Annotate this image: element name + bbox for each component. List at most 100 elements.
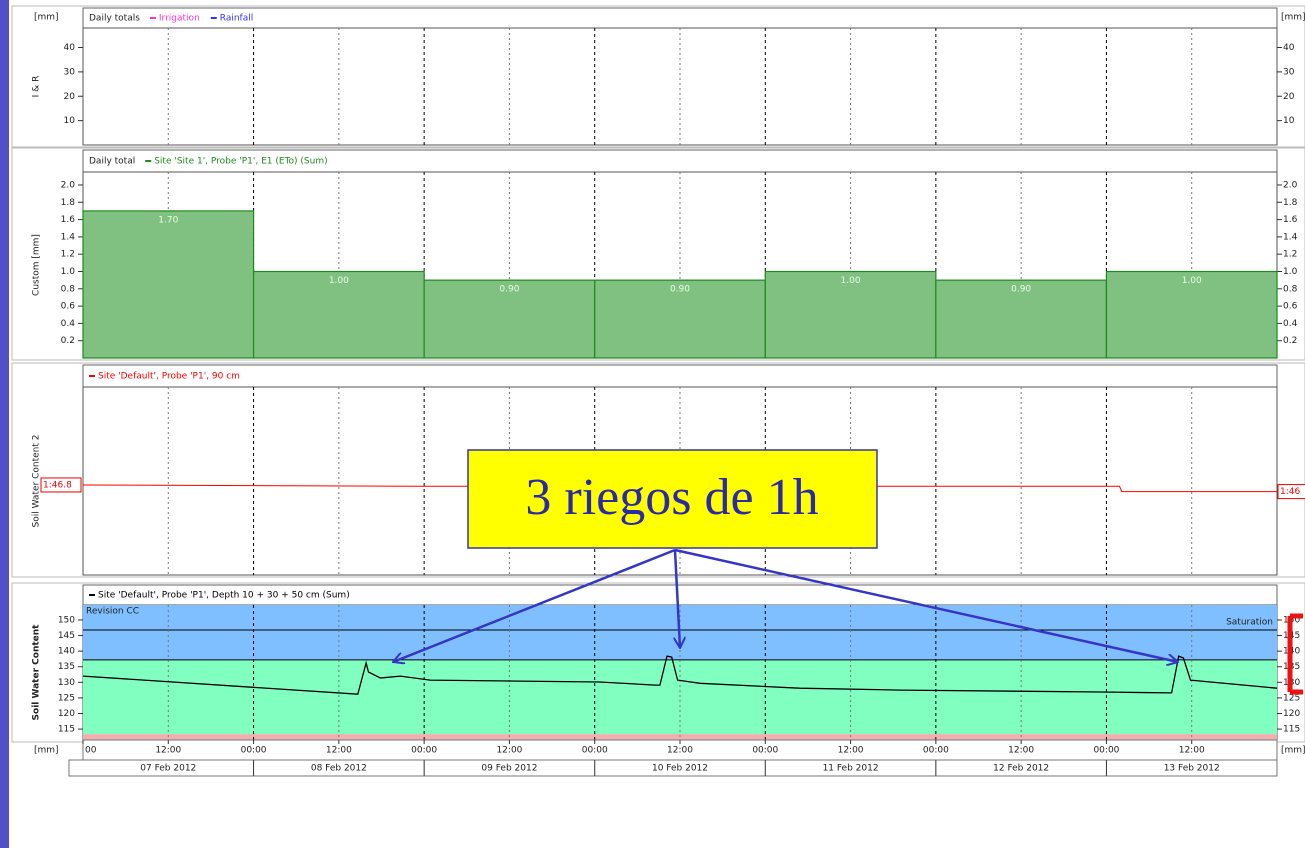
line xyxy=(82,655,1278,695)
unit-label: [mm] xyxy=(34,13,59,23)
y-tick-label: 120 xyxy=(58,709,75,719)
y-tick-label: 0.4 xyxy=(1283,319,1298,329)
y-tick-label: 0.8 xyxy=(61,284,76,294)
y-tick-label: 1.4 xyxy=(1283,232,1298,242)
legend-label: Irrigation xyxy=(159,14,200,24)
date-label: 13 Feb 2012 xyxy=(1164,764,1220,774)
arrow xyxy=(393,548,676,662)
panel-frame-outer xyxy=(11,147,1305,361)
y-tick-label: 115 xyxy=(1283,725,1300,735)
date-row xyxy=(68,759,1278,777)
end-label: 1:46.8 xyxy=(43,480,72,490)
panel-frame-outer xyxy=(11,362,1305,578)
y-axis-label: Custom [mm] xyxy=(32,234,42,296)
y-tick-label: 1.8 xyxy=(61,198,76,208)
x-tick-label: 12:00 xyxy=(1008,746,1034,756)
x-tick-label: 12:00 xyxy=(838,746,864,756)
y-tick-label: 1.0 xyxy=(61,267,76,277)
unit-label: [mm] xyxy=(1281,746,1305,756)
y-tick-label: 40 xyxy=(1283,43,1295,53)
date-label: 10 Feb 2012 xyxy=(652,764,708,774)
date-label: 12 Feb 2012 xyxy=(993,764,1049,774)
y-tick-label: 1.6 xyxy=(61,215,76,225)
y-tick-label: 40 xyxy=(64,43,76,53)
y-tick-label: 0.6 xyxy=(1283,302,1298,312)
x-tick-label: 00:00 xyxy=(923,746,949,756)
plot-area xyxy=(82,27,1278,146)
x-tick-label: 12:00 xyxy=(1179,746,1205,756)
y-tick-label: 0.8 xyxy=(1283,284,1298,294)
y-tick-label: 125 xyxy=(1283,693,1300,703)
value-label: 0.90 xyxy=(1011,285,1031,295)
panel-header xyxy=(82,364,1278,388)
y-tick-label: 150 xyxy=(58,615,75,625)
bar xyxy=(764,270,937,359)
end-label-box xyxy=(1277,484,1305,500)
y-tick-label: 130 xyxy=(58,678,75,688)
x-tick-label: 00:00 xyxy=(582,746,608,756)
date-label: 07 Feb 2012 xyxy=(140,764,196,774)
highlight-bracket xyxy=(1287,613,1303,695)
band xyxy=(83,734,1277,740)
x-tick-label: 00:00 xyxy=(752,746,778,756)
legend-label: Site 'Default', Probe 'P1', 90 cm xyxy=(98,372,240,382)
y-tick-label: 10 xyxy=(64,116,76,126)
y-tick-label: 10 xyxy=(1283,116,1295,126)
value-label: 1.00 xyxy=(1182,276,1202,286)
y-tick-label: 1.6 xyxy=(1283,215,1298,225)
y-tick-label: 1.4 xyxy=(61,232,76,242)
y-axis-label: I & R xyxy=(32,76,42,98)
legend-label: Site 'Site 1', Probe 'P1', E1 (ETo) (Sum… xyxy=(154,157,327,167)
band-label: Saturation xyxy=(1226,617,1273,627)
y-tick-label: 135 xyxy=(58,662,75,672)
header-title: Daily totals xyxy=(89,14,140,24)
legend-label: Site 'Default', Probe 'P1', Depth 10 + 3… xyxy=(98,591,350,601)
unit-label: [mm] xyxy=(34,746,59,756)
arrow xyxy=(674,548,1178,662)
date-label: 09 Feb 2012 xyxy=(481,764,537,774)
y-tick-label: 2.0 xyxy=(1283,180,1298,190)
y-tick-label: 20 xyxy=(1283,92,1295,102)
arrow xyxy=(675,549,680,648)
value-label: 0.90 xyxy=(499,285,519,295)
bar xyxy=(252,270,425,359)
y-tick-label: 0.6 xyxy=(61,302,76,312)
value-label: 1.00 xyxy=(841,276,861,286)
value-label: 1.00 xyxy=(329,276,349,286)
annotation-text: 3 riegos de 1h xyxy=(525,469,818,526)
panel-header xyxy=(82,7,1278,29)
y-tick-label: 1.0 xyxy=(1283,267,1298,277)
left-edge xyxy=(0,0,9,848)
x-tick-label: 12:00 xyxy=(155,746,181,756)
y-tick-label: 115 xyxy=(58,725,75,735)
annotation-box xyxy=(467,449,878,549)
y-tick-label: 20 xyxy=(64,92,76,102)
y-axis-label: Soil Water Content 2 xyxy=(32,435,42,528)
x-tick-label: 00 xyxy=(85,746,97,756)
bar xyxy=(1105,270,1278,359)
bar xyxy=(423,279,596,359)
line xyxy=(82,484,1277,493)
unit-label: [mm] xyxy=(1281,13,1305,23)
x-tick-label: 00:00 xyxy=(241,746,267,756)
x-tick-label: 12:00 xyxy=(496,746,522,756)
y-tick-label: 30 xyxy=(1283,67,1295,77)
y-tick-label: 1.2 xyxy=(61,250,75,260)
x-tick-label: 00:00 xyxy=(411,746,437,756)
date-label: 11 Feb 2012 xyxy=(823,764,879,774)
y-tick-label: 125 xyxy=(58,693,75,703)
value-label: 1.70 xyxy=(158,215,178,225)
x-tick-label: 12:00 xyxy=(667,746,693,756)
y-tick-label: 0.2 xyxy=(1283,336,1297,346)
y-tick-label: 140 xyxy=(58,647,75,657)
x-tick-label: 12:00 xyxy=(326,746,352,756)
y-tick-label: 0.2 xyxy=(61,336,75,346)
y-tick-label: 1.8 xyxy=(1283,198,1298,208)
annotation-arrows xyxy=(393,548,1178,662)
y-tick-label: 120 xyxy=(1283,709,1300,719)
date-label: 08 Feb 2012 xyxy=(311,764,367,774)
y-axis-label: Soil Water Content xyxy=(32,624,42,721)
panels: Daily totals Irrigation Rainfall 10 10 20 20 30… xyxy=(11,5,1305,777)
y-tick-label: 0.4 xyxy=(61,319,76,329)
y-tick-label: 30 xyxy=(64,67,76,77)
